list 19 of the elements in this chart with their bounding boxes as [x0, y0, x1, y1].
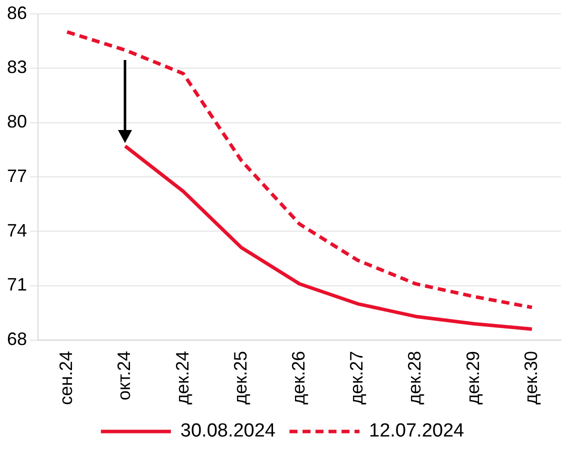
x-tick-label: дек.24 [172, 351, 192, 404]
x-tick-label: окт.24 [114, 351, 134, 400]
y-tick-label: 80 [6, 112, 28, 132]
x-tick-label: дек.29 [462, 351, 483, 404]
y-tick-label: 71 [6, 274, 28, 295]
legend-label: 12.07.2024 [369, 420, 465, 442]
x-tick-label: дек.27 [346, 351, 367, 404]
y-tick-label: 83 [6, 57, 28, 78]
x-tick-label: сен.24 [56, 351, 76, 406]
y-tick-label: 74 [6, 220, 28, 240]
x-tick-label: дек.30 [520, 351, 541, 404]
x-tick-label: дек.28 [404, 351, 425, 404]
legend-label: 30.08.2024 [180, 420, 276, 442]
x-tick-label: дек.25 [230, 351, 250, 404]
y-tick-label: 86 [6, 2, 28, 23]
y-tick-label: 68 [6, 328, 28, 349]
x-tick-label: дек.26 [288, 351, 308, 404]
y-tick-label: 77 [6, 166, 28, 186]
line-series [65, 30, 534, 310]
